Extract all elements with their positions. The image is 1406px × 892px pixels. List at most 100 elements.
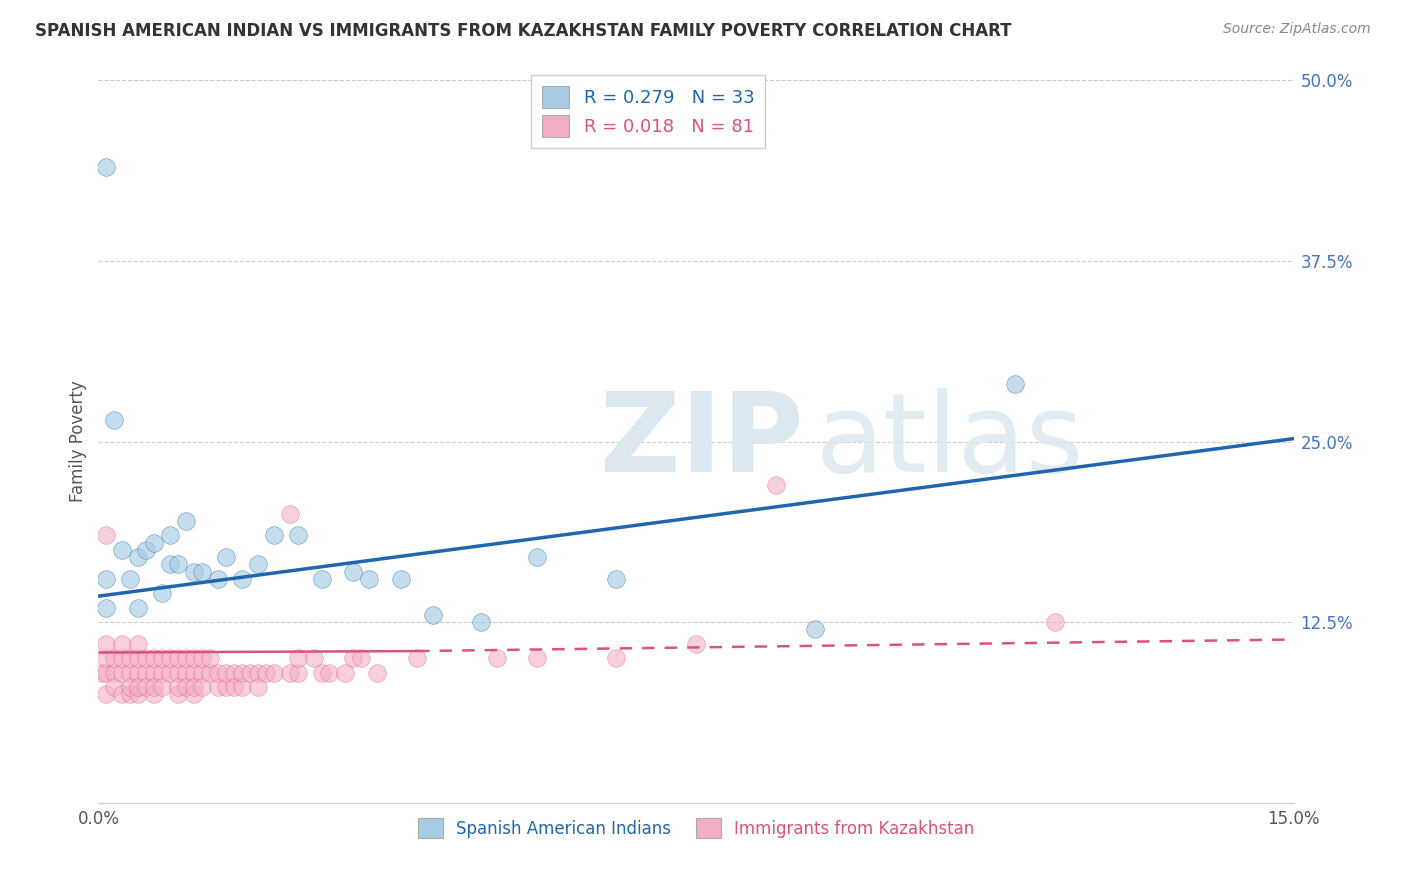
Point (167, 665, 190, 680)
Point (174, 651, 197, 665)
Point (127, 637, 149, 651)
Point (111, 651, 134, 665)
Point (804, 623, 827, 637)
Point (222, 665, 245, 680)
Point (605, 651, 627, 665)
Point (246, 665, 269, 680)
Point (263, 665, 285, 680)
Point (485, 651, 508, 665)
Point (198, 651, 221, 665)
Point (135, 680, 157, 694)
Point (127, 687, 149, 701)
Point (605, 572, 627, 586)
Point (350, 651, 373, 665)
Point (215, 680, 238, 694)
Point (342, 651, 364, 665)
Point (135, 542, 157, 557)
Point (191, 680, 214, 694)
Point (159, 558, 181, 572)
Point (143, 680, 166, 694)
Point (150, 680, 173, 694)
Point (135, 665, 157, 680)
Point (239, 665, 262, 680)
Point (143, 687, 166, 701)
Point (366, 665, 388, 680)
Point (246, 680, 269, 694)
Point (96, 665, 118, 680)
Point (470, 615, 492, 630)
Point (183, 651, 205, 665)
Point (302, 651, 325, 665)
Point (183, 687, 205, 701)
Text: atlas: atlas (815, 388, 1084, 495)
Point (287, 665, 309, 680)
Point (1004, 376, 1026, 391)
Point (198, 665, 221, 680)
Point (96, 651, 118, 665)
Point (143, 651, 166, 665)
Point (526, 550, 548, 565)
Point (685, 637, 707, 651)
Point (191, 565, 214, 579)
Point (207, 665, 229, 680)
Point (103, 680, 125, 694)
Y-axis label: Family Poverty: Family Poverty (69, 381, 87, 502)
Point (191, 665, 214, 680)
Point (159, 665, 181, 680)
Point (191, 651, 214, 665)
Point (96, 600, 118, 615)
Point (287, 651, 309, 665)
Point (143, 535, 166, 549)
Text: ZIP: ZIP (600, 388, 804, 495)
Point (389, 572, 412, 586)
Point (231, 680, 253, 694)
Point (150, 665, 173, 680)
Point (150, 651, 173, 665)
Point (127, 600, 149, 615)
Point (183, 565, 205, 579)
Point (159, 528, 181, 542)
Point (183, 680, 205, 694)
Point (96, 160, 118, 174)
Point (120, 651, 142, 665)
Point (215, 665, 238, 680)
Point (96, 687, 118, 701)
Point (111, 687, 134, 701)
Point (167, 687, 190, 701)
Point (174, 665, 197, 680)
Point (143, 665, 166, 680)
Point (342, 565, 364, 579)
Point (254, 665, 277, 680)
Point (1043, 615, 1066, 630)
Point (231, 572, 253, 586)
Point (406, 651, 429, 665)
Point (103, 665, 125, 680)
Point (120, 687, 142, 701)
Point (127, 665, 149, 680)
Point (231, 665, 253, 680)
Point (120, 665, 142, 680)
Point (207, 680, 229, 694)
Point (526, 651, 548, 665)
Point (215, 550, 238, 565)
Point (335, 665, 357, 680)
Point (422, 607, 444, 622)
Point (278, 507, 301, 521)
Point (127, 550, 149, 565)
Point (120, 680, 142, 694)
Point (103, 413, 125, 427)
Point (167, 680, 190, 694)
Point (103, 651, 125, 665)
Point (207, 572, 229, 586)
Point (359, 572, 381, 586)
Point (311, 572, 333, 586)
Point (111, 637, 134, 651)
Point (183, 665, 205, 680)
Point (246, 558, 269, 572)
Point (263, 528, 285, 542)
Point (111, 665, 134, 680)
Point (287, 528, 309, 542)
Point (167, 558, 190, 572)
Point (278, 665, 301, 680)
Point (311, 665, 333, 680)
